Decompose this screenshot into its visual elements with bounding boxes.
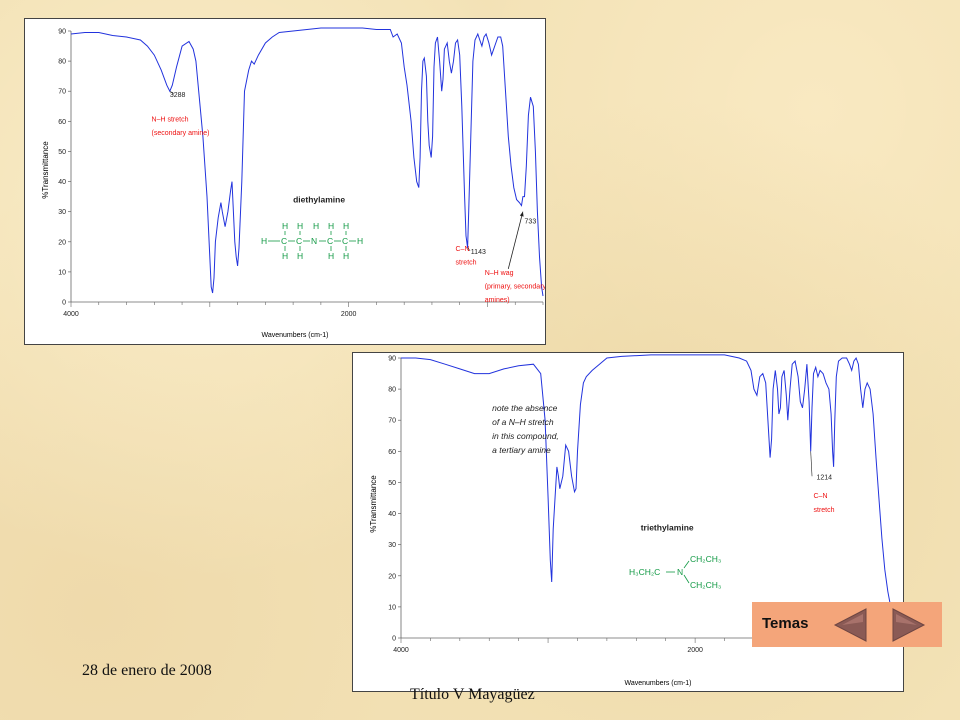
structure-n: N bbox=[677, 567, 683, 577]
x-axis-label: Wavenumbers (cm-1) bbox=[624, 680, 691, 687]
y-tick-label: 90 bbox=[388, 356, 396, 363]
structure-h-bottom-1: H bbox=[282, 251, 288, 261]
note-text: of a N–H stretch bbox=[492, 417, 554, 427]
structure-h-top-3: H bbox=[313, 221, 319, 231]
footer-date: 28 de enero de 2008 bbox=[82, 662, 212, 679]
structure-atom-h-right: H bbox=[357, 236, 363, 246]
structure-h-top-1: H bbox=[282, 221, 288, 231]
y-tick-label: 50 bbox=[58, 149, 66, 156]
compound-name: triethylamine bbox=[641, 523, 694, 533]
y-tick-label: 10 bbox=[388, 604, 396, 611]
annotation-label: 1143 bbox=[471, 249, 486, 256]
annotation-label: 3288 bbox=[170, 92, 186, 99]
note-text: a tertiary amine bbox=[492, 445, 551, 455]
structure-h-top-5: H bbox=[343, 221, 349, 231]
structure-h-top-4: H bbox=[328, 221, 334, 231]
temas-nav: Temas bbox=[752, 602, 942, 647]
structure-atom-h-left: H bbox=[261, 236, 267, 246]
triethylamine-structure: H₃CH₂C N CH₂CH₃ CH₂CH₃ bbox=[629, 554, 721, 590]
y-tick-label: 50 bbox=[388, 480, 396, 487]
compound-name: diethylamine bbox=[293, 195, 345, 205]
annotation-label: stretch bbox=[814, 507, 835, 514]
y-tick-label: 80 bbox=[388, 387, 396, 394]
x-tick-label: 4000 bbox=[393, 647, 409, 654]
structure-h-bottom-3: H bbox=[328, 251, 334, 261]
triangle-right-icon[interactable] bbox=[889, 606, 927, 644]
y-tick-label: 0 bbox=[392, 636, 396, 643]
structure-h-top-2: H bbox=[297, 221, 303, 231]
y-tick-label: 40 bbox=[58, 179, 66, 186]
x-axis-label: Wavenumbers (cm-1) bbox=[261, 332, 328, 339]
structure-upper-group: CH₂CH₃ bbox=[690, 554, 721, 564]
y-tick-label: 10 bbox=[58, 269, 66, 276]
y-tick-label: 80 bbox=[58, 59, 66, 66]
triethylamine-ir-chart: 0 10 20 30 40 50 60 70 80 90 4000 2000 note the abs… bbox=[369, 354, 902, 687]
annotation-label: 733 bbox=[525, 219, 537, 226]
structure-lower-group: CH₂CH₃ bbox=[690, 580, 721, 590]
structure-atom-c4: C bbox=[342, 236, 348, 246]
y-tick-label: 70 bbox=[58, 89, 66, 96]
structure-atom-c2: C bbox=[296, 236, 302, 246]
x-tick-label: 2000 bbox=[687, 647, 703, 654]
annotation-label: stretch bbox=[456, 259, 477, 266]
y-tick-label: 60 bbox=[58, 119, 66, 126]
structure-h-bottom-4: H bbox=[343, 251, 349, 261]
annotation-label: C–N bbox=[456, 246, 470, 253]
annotation-label: amines) bbox=[485, 297, 510, 304]
annotation-arrow bbox=[507, 211, 524, 269]
annotation-label: N–H stretch bbox=[152, 116, 189, 123]
diethylamine-structure: H H H H H H C C N C C H H H H H bbox=[261, 221, 363, 261]
structure-atom-c3: C bbox=[327, 236, 333, 246]
structure-atom-n: N bbox=[311, 236, 317, 246]
annotation-label: C–N bbox=[814, 493, 828, 500]
y-tick-label: 30 bbox=[388, 542, 396, 549]
diethylamine-ir-chart: 0 10 20 30 40 50 60 70 80 90 4000 2000 3288 N–H stre… bbox=[41, 27, 547, 339]
y-tick-label: 20 bbox=[58, 239, 66, 246]
triethylamine-spectrum-line bbox=[401, 354, 900, 636]
annotation-label: N–H wag bbox=[485, 270, 514, 277]
y-axis-label: %Transmittance bbox=[41, 141, 50, 199]
y-tick-label: 70 bbox=[388, 418, 396, 425]
y-tick-label: 20 bbox=[388, 573, 396, 580]
annotation-leader bbox=[170, 90, 174, 95]
diethylamine-spectrum-line bbox=[70, 27, 544, 297]
y-tick-label: 30 bbox=[58, 209, 66, 216]
annotation-label: (primary, secondary bbox=[485, 283, 545, 290]
y-tick-label: 40 bbox=[388, 511, 396, 518]
arrow-head bbox=[519, 211, 524, 217]
annotation-label: (secondary amine) bbox=[152, 130, 210, 137]
temas-label[interactable]: Temas bbox=[762, 615, 809, 632]
note-text: note the absence bbox=[492, 403, 557, 413]
y-tick-label: 90 bbox=[58, 29, 66, 36]
y-tick-label: 0 bbox=[62, 300, 66, 307]
x-tick-label: 4000 bbox=[63, 311, 79, 318]
triangle-left-icon[interactable] bbox=[832, 606, 870, 644]
structure-left-group: H₃CH₂C bbox=[629, 567, 660, 577]
note-text: in this compound, bbox=[492, 431, 559, 441]
annotation-leader bbox=[467, 247, 471, 252]
footer-title: Título V Mayagüez bbox=[410, 686, 535, 703]
y-tick-label: 60 bbox=[388, 449, 396, 456]
structure-h-bottom-2: H bbox=[297, 251, 303, 261]
y-axis-label: %Transmittance bbox=[369, 475, 378, 533]
annotation-leader bbox=[810, 451, 813, 477]
x-tick-label: 2000 bbox=[341, 311, 357, 318]
diethylamine-spectrum-panel: 0 10 20 30 40 50 60 70 80 90 4000 2000 3288 N–H stre… bbox=[24, 18, 547, 345]
annotation-label: 1214 bbox=[816, 474, 832, 481]
structure-atom-c1: C bbox=[281, 236, 287, 246]
